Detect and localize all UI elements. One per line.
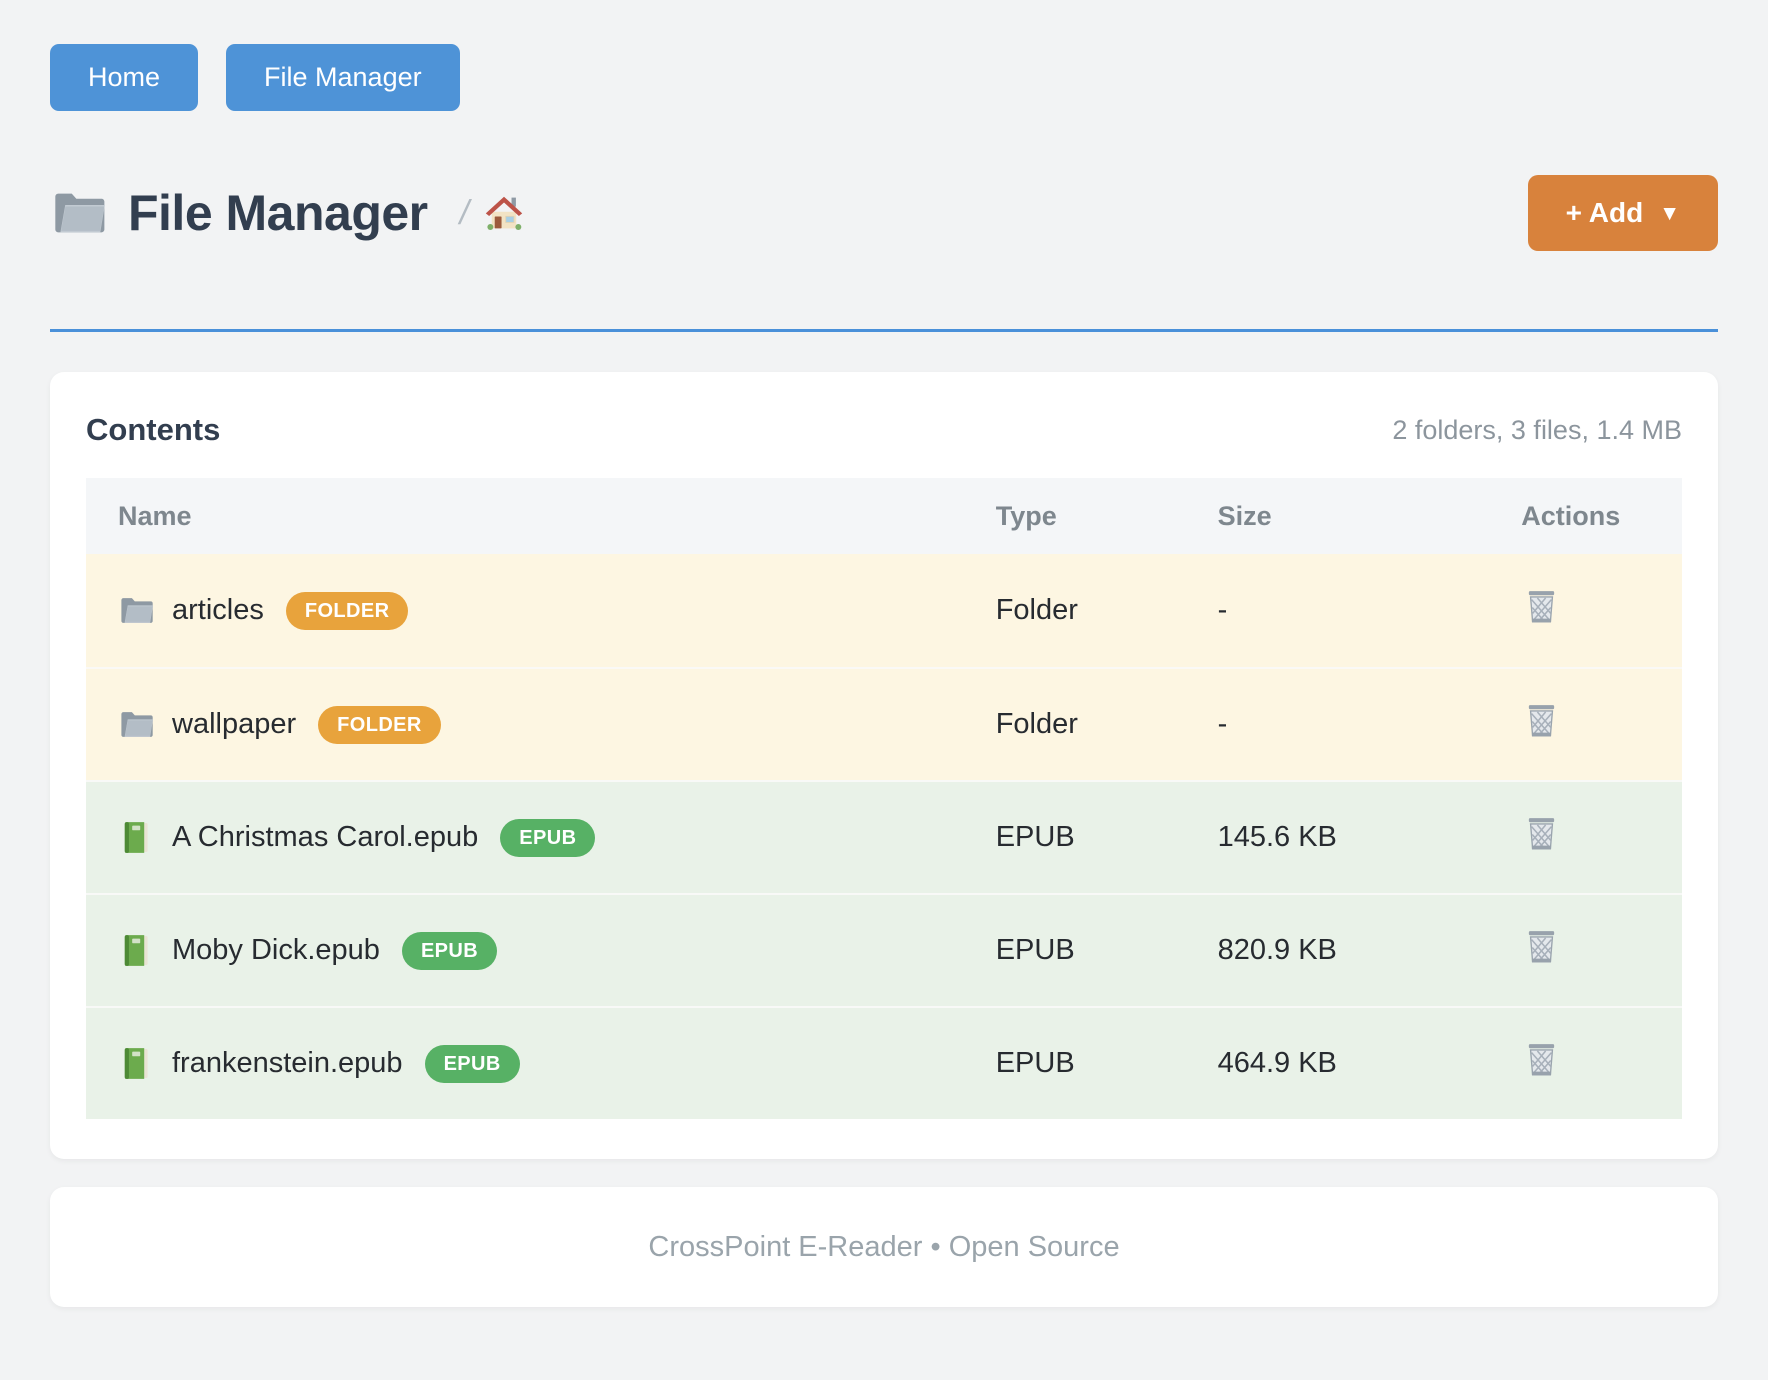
trash-icon [1521, 700, 1562, 741]
table-row[interactable]: wallpaper FOLDER Folder - [86, 667, 1682, 780]
top-nav: Home File Manager [50, 44, 1718, 111]
page-title: File Manager [128, 184, 428, 241]
header-divider [50, 329, 1718, 332]
trash-icon [1521, 926, 1562, 967]
house-icon[interactable] [483, 192, 525, 234]
file-name[interactable]: articles [172, 594, 264, 626]
folder-icon [118, 592, 155, 629]
contents-summary: 2 folders, 3 files, 1.4 MB [1392, 414, 1682, 445]
file-size: - [1217, 708, 1228, 740]
trash-icon [1521, 1039, 1562, 1080]
trash-icon [1521, 586, 1562, 627]
book-icon [118, 1045, 155, 1082]
file-type: Folder [995, 594, 1078, 626]
breadcrumb-separator: / [459, 193, 470, 232]
file-type-badge: EPUB [500, 818, 596, 857]
trash-icon [1521, 813, 1562, 854]
folder-icon [50, 184, 108, 242]
file-type: Folder [995, 708, 1078, 740]
title-group: File Manager / [50, 184, 525, 242]
footer: CrossPoint E-Reader • Open Source [50, 1187, 1718, 1307]
column-header-size: Size [1217, 500, 1272, 531]
folder-icon [118, 706, 155, 743]
file-size: 145.6 KB [1217, 821, 1337, 853]
add-button-label: + Add [1565, 197, 1644, 228]
page-header: File Manager / + Add ▼ [50, 175, 1718, 251]
table-row[interactable]: articles FOLDER Folder - [86, 554, 1682, 667]
file-type-badge: EPUB [401, 931, 498, 970]
file-size: 820.9 KB [1217, 934, 1337, 966]
book-icon [118, 932, 155, 969]
table-row[interactable]: Moby Dick.epub EPUB EPUB 820.9 KB [86, 893, 1682, 1006]
page: Home File Manager File Manager / + Add ▼… [50, 44, 1718, 1307]
file-type-badge: EPUB [424, 1044, 520, 1083]
delete-button[interactable] [1521, 586, 1562, 627]
file-name[interactable]: frankenstein.epub [172, 1047, 403, 1079]
column-header-type: Type [995, 500, 1057, 531]
file-size: - [1217, 594, 1228, 626]
add-button[interactable]: + Add ▼ [1527, 175, 1718, 251]
nav-file-manager-button[interactable]: File Manager [226, 44, 460, 111]
file-type: EPUB [995, 934, 1075, 966]
contents-card: Contents 2 folders, 3 files, 1.4 MB Name… [50, 372, 1718, 1159]
delete-button[interactable] [1521, 1039, 1562, 1080]
delete-button[interactable] [1521, 813, 1562, 854]
table-body: articles FOLDER Folder - wallpaper FOLDE… [86, 554, 1682, 1119]
file-name[interactable]: wallpaper [172, 708, 297, 740]
table-row[interactable]: frankenstein.epub EPUB EPUB 464.9 KB [86, 1006, 1682, 1119]
file-name[interactable]: A Christmas Carol.epub [172, 821, 479, 853]
delete-button[interactable] [1521, 700, 1562, 741]
chevron-down-icon: ▼ [1659, 201, 1680, 225]
contents-heading: Contents [86, 412, 221, 447]
table-row[interactable]: A Christmas Carol.epub EPUB EPUB 145.6 K… [86, 780, 1682, 893]
column-header-actions: Actions [1521, 500, 1621, 531]
column-header-name: Name [118, 500, 192, 531]
file-type: EPUB [995, 1047, 1075, 1079]
book-icon [118, 819, 155, 856]
file-type-badge: FOLDER [285, 591, 409, 630]
file-table: Name Type Size Actions articles FOLDER F… [86, 478, 1682, 1119]
footer-text: CrossPoint E-Reader • Open Source [648, 1230, 1120, 1263]
file-size: 464.9 KB [1217, 1047, 1337, 1079]
file-name[interactable]: Moby Dick.epub [172, 934, 380, 966]
table-header-row: Name Type Size Actions [86, 478, 1682, 554]
nav-home-button[interactable]: Home [50, 44, 199, 111]
contents-card-header: Contents 2 folders, 3 files, 1.4 MB [86, 410, 1682, 450]
file-type-badge: FOLDER [318, 705, 441, 744]
delete-button[interactable] [1521, 926, 1562, 967]
file-type: EPUB [995, 821, 1075, 853]
